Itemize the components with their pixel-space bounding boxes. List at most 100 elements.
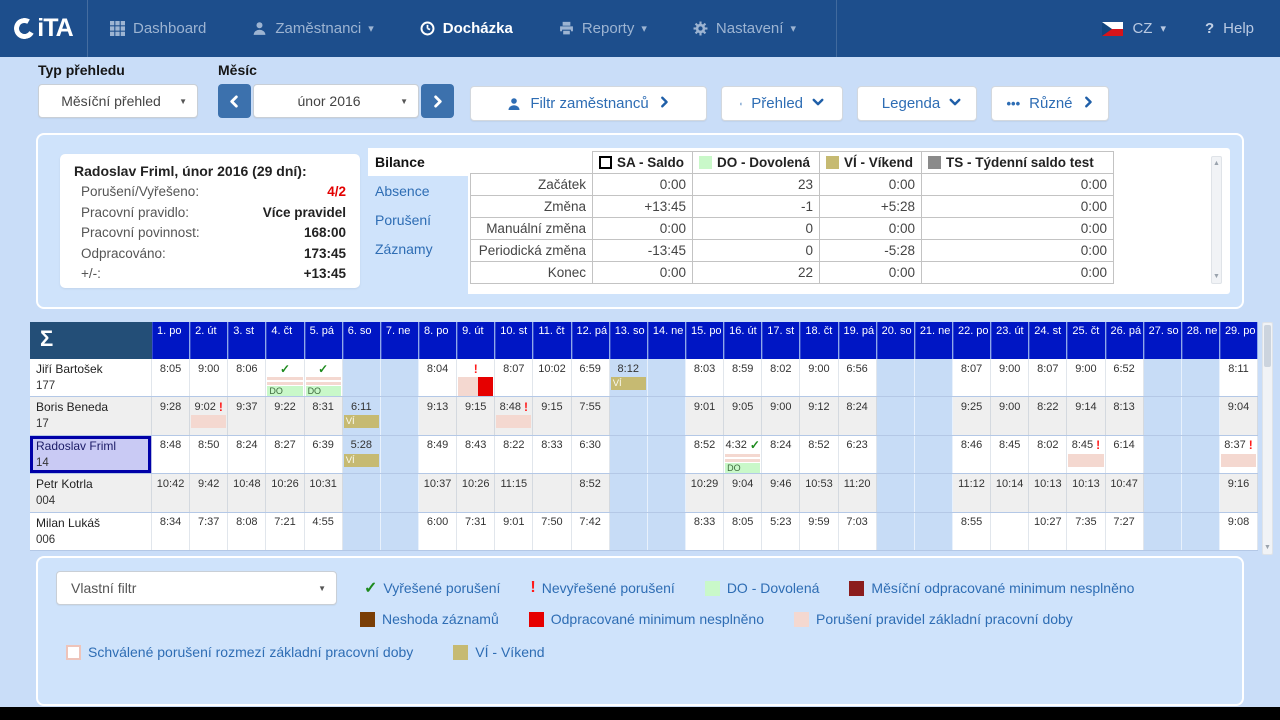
grid-cell[interactable]	[1181, 359, 1220, 397]
prev-month-button[interactable]	[218, 84, 251, 118]
grid-cell[interactable]	[1181, 397, 1220, 435]
grid-cell[interactable]	[991, 512, 1030, 550]
grid-cell[interactable]: ✓ DO	[266, 359, 305, 397]
grid-cell[interactable]	[647, 359, 686, 397]
grid-cell[interactable]: 8:31	[304, 397, 343, 435]
grid-cell[interactable]: 6:39	[304, 435, 343, 474]
grid-cell[interactable]: 10:02	[533, 359, 572, 397]
grid-cell[interactable]: 4:55	[304, 512, 343, 550]
grid-cell[interactable]: 8:49	[418, 435, 458, 474]
grid-cell[interactable]	[876, 474, 915, 512]
grid-cell[interactable]	[1143, 435, 1182, 474]
grid-cell[interactable]: 9:59	[800, 512, 839, 550]
employee-cell[interactable]: Milan Lukáš 006	[30, 512, 152, 550]
grid-cell[interactable]	[1143, 512, 1182, 550]
grid-cell[interactable]: 9:42	[190, 474, 229, 512]
grid-cell[interactable]: 6:30	[571, 435, 610, 474]
grid-cell[interactable]: 8:03	[685, 359, 725, 397]
grid-cell[interactable]: 9:01	[495, 512, 534, 550]
grid-cell[interactable]: 10:37	[418, 474, 458, 512]
grid-cell[interactable]: 10:47	[1105, 474, 1144, 512]
grid-cell[interactable]: 8:13	[1105, 397, 1144, 435]
grid-cell[interactable]	[342, 359, 381, 397]
grid-cell[interactable]: 9:05	[724, 397, 763, 435]
bilance-scrollbar[interactable]: ▲ ▼	[1211, 156, 1222, 284]
grid-cell[interactable]: 10:27	[1029, 512, 1068, 550]
grid-cell[interactable]: 9:13	[418, 397, 458, 435]
grid-cell[interactable]: 7:50	[533, 512, 572, 550]
grid-cell[interactable]	[609, 435, 648, 474]
grid-cell[interactable]	[342, 512, 381, 550]
grid-cell[interactable]: 8:45!	[1067, 435, 1106, 474]
grid-cell[interactable]: 8:34	[152, 512, 191, 550]
grid-cell[interactable]	[647, 397, 686, 435]
grid-cell[interactable]: ✓ DO	[304, 359, 343, 397]
help-link[interactable]: Help	[1223, 20, 1254, 37]
grid-cell[interactable]	[609, 474, 648, 512]
grid-cell[interactable]: 11:12	[952, 474, 992, 512]
grid-cell[interactable]: 10:13	[1067, 474, 1106, 512]
employee-filter-button[interactable]: Filtr zaměstnanců	[470, 86, 707, 121]
grid-cell[interactable]	[876, 397, 915, 435]
overview-type-select[interactable]: Měsíční přehled ▼	[38, 84, 198, 118]
grid-cell[interactable]: 8:45	[991, 435, 1030, 474]
grid-cell[interactable]	[533, 474, 572, 512]
grid-cell[interactable]: 10:13	[1029, 474, 1068, 512]
grid-cell[interactable]: 9:00	[190, 359, 229, 397]
overview-button[interactable]: Přehled	[721, 86, 843, 121]
grid-cell[interactable]	[876, 512, 915, 550]
grid-cell[interactable]: 9:00	[762, 397, 801, 435]
grid-cell[interactable]: 9:15	[533, 397, 572, 435]
grid-cell[interactable]: 8:55	[952, 512, 992, 550]
grid-cell[interactable]	[914, 474, 953, 512]
grid-cell[interactable]	[380, 435, 419, 474]
grid-cell[interactable]: 8:22	[1029, 397, 1068, 435]
grid-cell[interactable]	[380, 474, 419, 512]
grid-cell[interactable]: 7:21	[266, 512, 305, 550]
legend-button[interactable]: Legenda	[857, 86, 977, 121]
grid-cell[interactable]: 8:05	[724, 512, 763, 550]
grid-cell[interactable]: 5:23	[762, 512, 801, 550]
grid-cell[interactable]: 11:15	[495, 474, 534, 512]
employee-cell[interactable]: Boris Beneda 17	[30, 397, 152, 435]
nav-item-dochazka[interactable]: Docházka	[420, 0, 513, 57]
grid-cell[interactable]	[609, 512, 648, 550]
grid-cell[interactable]	[342, 474, 381, 512]
grid-cell[interactable]: 8:07	[1029, 359, 1068, 397]
grid-cell[interactable]	[1181, 474, 1220, 512]
grid-cell[interactable]	[647, 435, 686, 474]
grid-cell[interactable]	[1143, 474, 1182, 512]
language-selector[interactable]: CZ	[1132, 20, 1153, 37]
grid-cell[interactable]: 8:52	[685, 435, 725, 474]
grid-cell[interactable]: 9:16	[1219, 474, 1259, 512]
grid-cell[interactable]	[914, 512, 953, 550]
grid-cell[interactable]: 9:00	[800, 359, 839, 397]
grid-cell[interactable]: 8:06	[228, 359, 267, 397]
grid-cell[interactable]: 8:33	[685, 512, 725, 550]
custom-filter-select[interactable]: Vlastní filtr ▼	[56, 571, 337, 605]
grid-cell[interactable]: 7:03	[838, 512, 877, 550]
grid-cell[interactable]: 7:27	[1105, 512, 1144, 550]
grid-cell[interactable]: 6:11 VÍ	[342, 397, 381, 435]
grid-cell[interactable]	[1143, 397, 1182, 435]
scroll-up-icon[interactable]: ▲	[1213, 160, 1220, 167]
grid-cell[interactable]: 9:28	[152, 397, 191, 435]
grid-cell[interactable]: 10:42	[152, 474, 191, 512]
grid-cell[interactable]: 8:02	[1029, 435, 1068, 474]
grid-cell[interactable]: 9:25	[952, 397, 992, 435]
grid-cell[interactable]: 8:02	[762, 359, 801, 397]
grid-cell[interactable]	[647, 474, 686, 512]
grid-cell[interactable]	[380, 512, 419, 550]
grid-cell[interactable]	[1181, 512, 1220, 550]
grid-cell[interactable]: 7:55	[571, 397, 610, 435]
grid-cell[interactable]: 4:32 ✓ DO	[724, 435, 763, 474]
scroll-down-icon[interactable]: ▼	[1213, 273, 1220, 280]
bilance-tab-absence[interactable]: Absence	[375, 183, 430, 199]
grid-cell[interactable]: 8:24	[838, 397, 877, 435]
grid-cell[interactable]: 9:00	[991, 359, 1030, 397]
grid-cell[interactable]: !	[457, 359, 496, 397]
grid-cell[interactable]: 6:00	[418, 512, 458, 550]
grid-cell[interactable]	[609, 397, 648, 435]
grid-cell[interactable]: 8:52	[571, 474, 610, 512]
grid-cell[interactable]: 9:12	[800, 397, 839, 435]
